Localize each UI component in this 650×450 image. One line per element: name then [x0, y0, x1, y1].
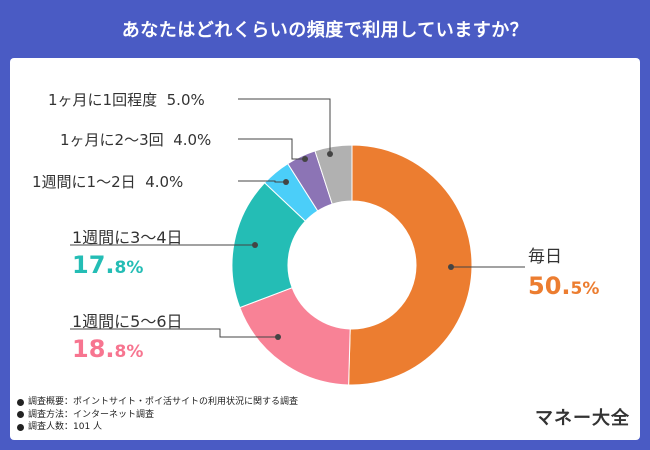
label-d56: 1週間に5〜6日: [72, 312, 183, 331]
bullet-icon: [17, 398, 24, 406]
bullet-icon: [17, 411, 24, 419]
dot-m23: [302, 156, 308, 162]
leader-m23: [238, 138, 305, 160]
chart-card: 毎日 50.5% 1週間に5〜6日 18.8% 1週間に3〜4日 17.8% 1…: [10, 58, 640, 440]
label-d34: 1週間に3〜4日: [72, 228, 183, 247]
dot-d56: [275, 334, 281, 340]
slice-daily: [348, 144, 473, 386]
value-daily: 50.5%: [528, 272, 600, 300]
dot-w12: [283, 179, 289, 185]
chart-title: あなたはどれくらいの頻度で利用していますか？: [121, 20, 529, 41]
slice-d56: [239, 287, 351, 386]
leader-m1: [238, 98, 331, 154]
label-daily: 毎日: [528, 247, 562, 267]
dot-m1: [327, 151, 333, 157]
note-item: 調査方法：インターネット調査: [17, 409, 298, 422]
bullet-icon: [17, 423, 24, 431]
chart-area: [70, 98, 525, 386]
brand-logo: マネー大全: [535, 408, 630, 429]
label-m23: 1ヶ月に2〜3回 4.0%: [60, 131, 212, 149]
value-d34: 17.8%: [72, 251, 144, 279]
dot-d34: [252, 242, 258, 248]
label-w12: 1週間に1〜2日 4.0%: [32, 173, 184, 191]
slice-m1: [314, 144, 353, 205]
leader-w12: [238, 180, 286, 183]
dot-daily: [448, 264, 454, 270]
leader-d56: [70, 328, 278, 338]
label-m1: 1ヶ月に1回程度 5.0%: [48, 91, 205, 109]
value-d56: 18.8%: [72, 335, 144, 363]
note-item: 調査概要：ポイントサイト・ポイ活サイトの利用状況に関する調査: [17, 396, 298, 409]
note-item: 調査人数：101 人: [17, 421, 298, 434]
survey-notes: 調査概要：ポイントサイト・ポイ活サイトの利用状況に関する調査 調査方法：インター…: [17, 396, 298, 434]
